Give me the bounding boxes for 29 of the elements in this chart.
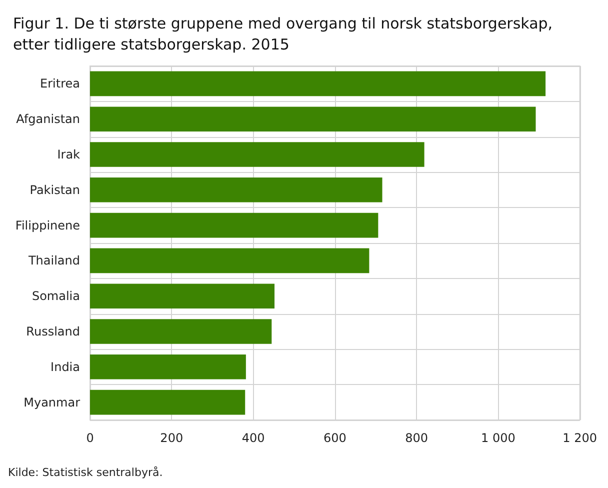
bar [90,319,272,344]
bar [90,248,370,274]
x-tick-label: 1 000 [481,431,516,445]
y-tick-label: Russland [26,324,80,338]
x-tick-label: 600 [323,431,346,445]
y-tick-label: Afganistan [16,112,80,126]
y-tick-label: India [50,360,80,374]
x-tick-label: 0 [86,431,94,445]
bar [90,284,274,308]
chart-title: Figur 1. De ti største gruppene med overgang til norsk statsborgerskap, etter tidligere statsborgerskap. 2015 [13,14,558,54]
y-tick-label: Pakistan [30,182,80,197]
bar [90,178,382,202]
y-tick-label: Eritrea [40,76,80,91]
x-tick-label: 1 200 [562,431,598,445]
bar [90,212,378,238]
bar [90,390,246,415]
bar [90,142,424,167]
y-tick-label: Myanmar [24,395,80,410]
text: Kilde: Statistisk sentralbyrå. [8,466,163,479]
y-tick-label: Irak [57,148,80,162]
y-tick-label: Thailand [27,254,80,268]
x-tick-label: 800 [405,431,428,445]
x-tick-label: 200 [160,431,184,445]
x-tick-label: 400 [242,431,265,445]
bar [90,354,246,380]
y-tick-label: Somalia [32,289,80,304]
bar [90,106,536,132]
y-tick-label: Filippinene [15,218,80,232]
bar [90,71,546,96]
